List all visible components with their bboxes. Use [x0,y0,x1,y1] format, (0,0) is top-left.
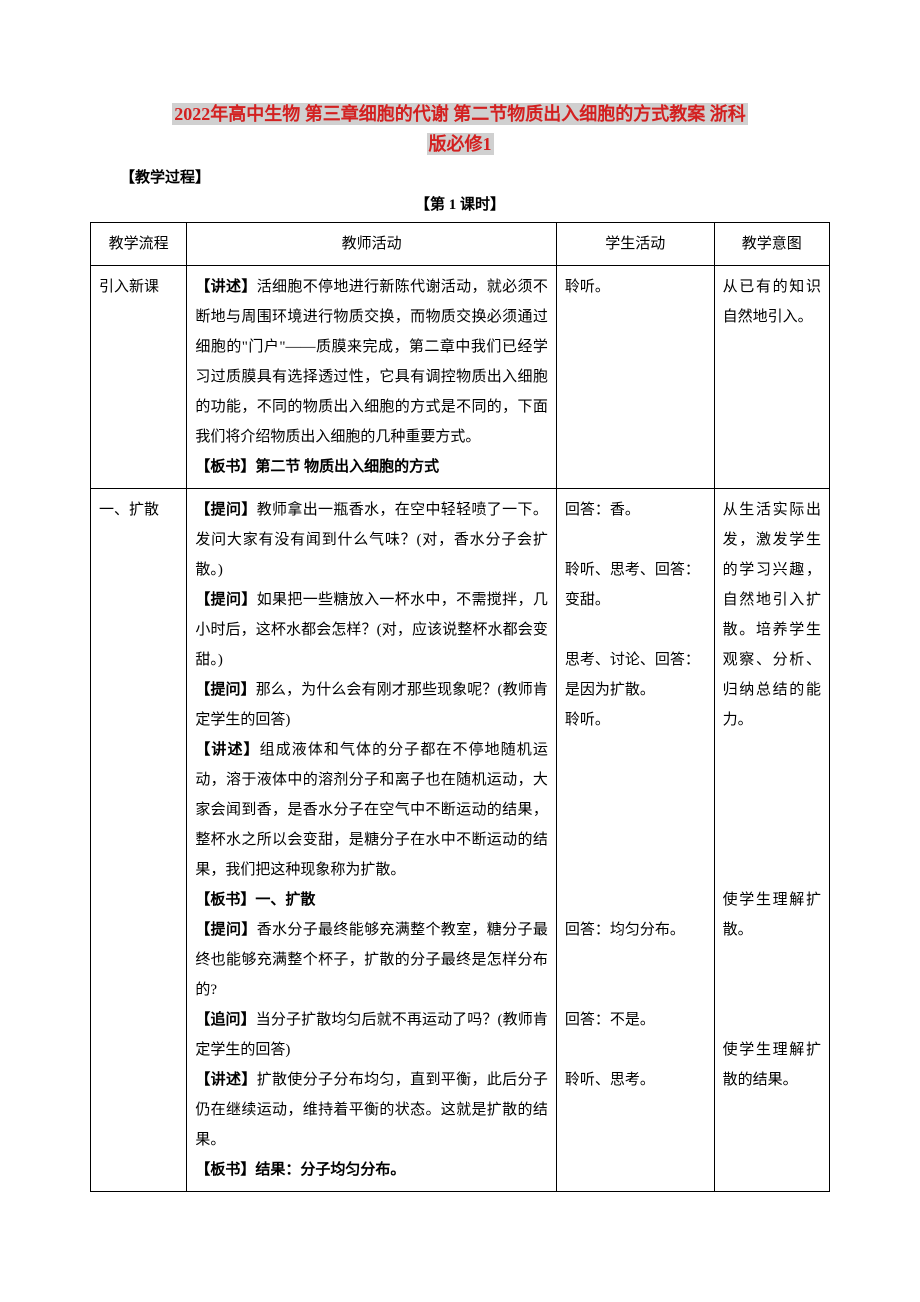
student-line [565,765,706,795]
header-teacher: 教师活动 [187,223,557,266]
lesson-table: 教学流程 教师活动 学生活动 教学意图 引入新课 【讲述】活细胞不停地进行新陈代… [90,222,830,1192]
student-line [565,735,706,765]
student-line: 聆听、思考。 [565,1065,706,1095]
intent-line [723,795,821,825]
intent-line [723,735,821,765]
teacher-block: 【提问】那么，为什么会有刚才那些现象呢？(教师肯定学生的回答) [195,675,548,735]
table-row: 一、扩散 【提问】教师拿出一瓶香水，在空中轻轻喷了一下。发问大家有没有闻到什么气… [91,489,830,1192]
cell-student: 回答：香。 聆听、思考、回答：变甜。 思考、讨论、回答：是因为扩散。 聆听。 回… [556,489,714,1192]
section-header: 【教学过程】 [120,166,830,187]
intent-line [723,825,821,855]
document-page: 2022年高中生物 第三章细胞的代谢 第二节物质出入细胞的方式教案 浙科 版必修… [0,0,920,1252]
teacher-block-bold: 【板书】一、扩散 [195,885,548,915]
student-line: 回答：香。 [565,495,706,525]
table-header-row: 教学流程 教师活动 学生活动 教学意图 [91,223,830,266]
header-intent: 教学意图 [714,223,829,266]
header-flow: 教学流程 [91,223,187,266]
student-line [565,525,706,555]
intent-line [723,1005,821,1035]
student-line [565,825,706,855]
teacher-block: 【提问】如果把一些糖放入一杯水中，不需搅拌，几小时后，这杯水都会怎样？(对，应该… [195,585,548,675]
teacher-block-bold: 【板书】第二节 物质出入细胞的方式 [195,452,548,482]
intent-line: 从生活实际出发，激发学生的学习兴趣，自然地引入扩散。培养学生观察、分析、归纳总结… [723,495,821,735]
intent-line: 使学生理解扩散。 [723,885,821,945]
teacher-block: 【追问】当分子扩散均匀后就不再运动了吗？(教师肯定学生的回答) [195,1005,548,1065]
header-student: 学生活动 [556,223,714,266]
cell-flow: 引入新课 [91,266,187,489]
cell-teacher: 【提问】教师拿出一瓶香水，在空中轻轻喷了一下。发问大家有没有闻到什么气味？(对，… [187,489,557,1192]
cell-teacher: 【讲述】活细胞不停地进行新陈代谢活动，就必须不断地与周围环境进行物质交换，而物质… [187,266,557,489]
title-line-2: 版必修1 [90,130,830,156]
student-line: 回答：均匀分布。 [565,915,706,945]
intent-line [723,975,821,1005]
title-line-1: 2022年高中生物 第三章细胞的代谢 第二节物质出入细胞的方式教案 浙科 [90,100,830,126]
student-line [565,945,706,975]
cell-intent: 从已有的知识自然地引入。 [714,266,829,489]
cell-intent: 从生活实际出发，激发学生的学习兴趣，自然地引入扩散。培养学生观察、分析、归纳总结… [714,489,829,1192]
table-row: 引入新课 【讲述】活细胞不停地进行新陈代谢活动，就必须不断地与周围环境进行物质交… [91,266,830,489]
cell-student: 聆听。 [556,266,714,489]
cell-flow: 一、扩散 [91,489,187,1192]
student-line: 回答：不是。 [565,1005,706,1035]
teacher-block: 【提问】教师拿出一瓶香水，在空中轻轻喷了一下。发问大家有没有闻到什么气味？(对，… [195,495,548,585]
student-line [565,975,706,1005]
student-line: 聆听、思考、回答：变甜。 [565,555,706,615]
student-line [565,1035,706,1065]
teacher-block: 【讲述】扩散使分子分布均匀，直到平衡，此后分子仍在继续运动，维持着平衡的状态。这… [195,1065,548,1155]
intent-line [723,855,821,885]
teacher-block: 【讲述】组成液体和气体的分子都在不停地随机运动，溶于液体中的溶剂分子和离子也在随… [195,735,548,885]
teacher-block: 【提问】香水分子最终能够充满整个教室，糖分子最终也能够充满整个杯子，扩散的分子最… [195,915,548,1005]
intent-line: 使学生理解扩散的结果。 [723,1035,821,1095]
title-text-1: 2022年高中生物 第三章细胞的代谢 第二节物质出入细胞的方式教案 浙科 [172,103,748,125]
student-line [565,615,706,645]
student-line [565,855,706,885]
teacher-block-bold: 【板书】结果：分子均匀分布。 [195,1155,548,1185]
teacher-block: 【讲述】活细胞不停地进行新陈代谢活动，就必须不断地与周围环境进行物质交换，而物质… [195,272,548,452]
student-line: 聆听。 [565,705,706,735]
table-body: 引入新课 【讲述】活细胞不停地进行新陈代谢活动，就必须不断地与周围环境进行物质交… [91,266,830,1192]
student-line [565,885,706,915]
student-line: 思考、讨论、回答：是因为扩散。 [565,645,706,705]
intent-line [723,945,821,975]
intent-line [723,765,821,795]
period-header: 【第 1 课时】 [90,193,830,214]
title-text-2: 版必修1 [427,133,494,155]
student-line [565,795,706,825]
